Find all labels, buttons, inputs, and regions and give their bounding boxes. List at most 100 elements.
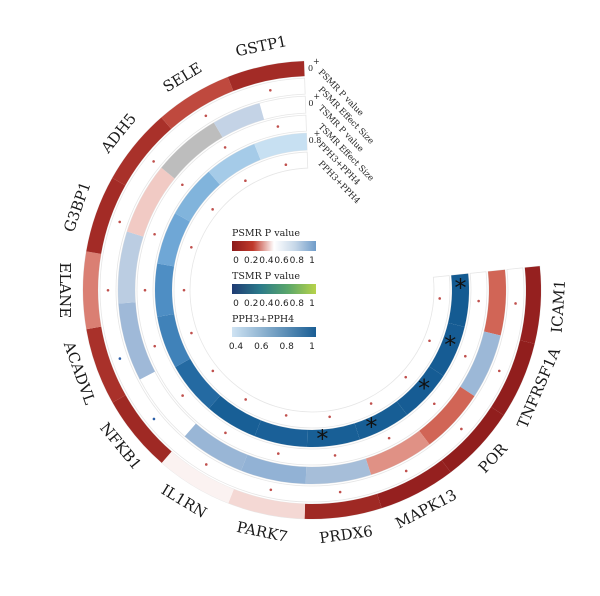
gene-label: PARK7 <box>235 518 289 546</box>
psmr-pvalue-cell <box>441 406 504 473</box>
effect-dot <box>181 394 184 397</box>
tsmr-pvalue-cell <box>484 269 507 336</box>
effect-dot <box>328 415 331 419</box>
tsmr-pvalue-cell <box>213 103 265 138</box>
effect-dot <box>432 402 436 406</box>
legend-tick: 0 <box>233 299 239 309</box>
effect-dot <box>404 469 408 473</box>
effect-dot <box>497 369 501 373</box>
psmr-pvalue-cell <box>227 61 305 91</box>
legend-tick: 0.8 <box>290 256 305 266</box>
legend-title: PSMR P value <box>232 228 300 239</box>
legend-tick: 1 <box>309 256 315 266</box>
pph-cell <box>306 423 360 448</box>
effect-dot <box>224 431 227 435</box>
ring-track-tsmrEff <box>136 114 488 466</box>
pph-cell <box>175 171 220 222</box>
legend-title: PPH3+PPH4 <box>232 314 294 325</box>
pph-cell <box>208 395 261 437</box>
psmr-pvalue-cell <box>161 77 234 129</box>
legend-colorbar <box>232 241 316 251</box>
tsmr-pvalue-cell <box>365 430 430 475</box>
effect-dot <box>211 369 215 373</box>
psmr-pvalue-cell <box>520 266 541 344</box>
pph-cell <box>157 313 191 368</box>
legend-tick: 0 <box>233 256 239 266</box>
tsmr-pvalue-cell <box>118 302 155 380</box>
effect-dot <box>269 89 272 92</box>
tsmr-pvalue-cell <box>419 386 475 445</box>
ring-track-pphEff <box>173 151 451 429</box>
effect-dot <box>276 452 280 455</box>
significance-star: * <box>316 425 328 453</box>
effect-dot <box>369 402 373 405</box>
pph-cell <box>208 143 261 185</box>
legend-tick: 1 <box>309 342 315 352</box>
pph-cell <box>157 213 190 267</box>
psmr-pvalue-cell <box>86 326 126 403</box>
significance-stars: * * * * * <box>316 274 466 453</box>
legend-tick: 0.8 <box>280 342 295 352</box>
effect-dot <box>269 488 273 492</box>
effect-dot <box>338 490 342 494</box>
effect-dot <box>438 297 442 300</box>
ring-tick-min: 0 <box>308 99 313 108</box>
effect-dot <box>464 354 467 358</box>
effect-dot <box>514 302 517 305</box>
effect-dot <box>477 299 480 303</box>
effect-dot <box>244 179 247 182</box>
effect-dot <box>106 288 110 292</box>
psmr-pvalue-cell <box>112 395 172 463</box>
tsmr-pvalue-cell <box>118 231 144 304</box>
effect-dot <box>190 331 193 335</box>
psmr-pvalue-cell <box>86 177 126 254</box>
psmr-pvalue-cell <box>83 251 102 330</box>
legend-colorbar <box>232 327 316 337</box>
effect-dot <box>284 414 288 417</box>
gene-label: GSTP1 <box>234 32 288 60</box>
psmr-pvalue-cell <box>377 460 451 509</box>
legend-colorbar <box>232 284 316 294</box>
effect-dot <box>118 357 122 360</box>
legend-title: TSMR P value <box>232 271 300 282</box>
effect-dot <box>190 245 193 249</box>
gene-label: ELANE <box>56 262 74 318</box>
pph-cell <box>354 401 408 440</box>
effect-dot <box>153 232 156 236</box>
tsmr-pvalue-cell <box>161 122 223 179</box>
psmr-pvalue-cell <box>491 340 535 416</box>
effect-dot <box>244 398 247 401</box>
legend-tick: 0.4 <box>229 342 244 352</box>
effect-dot <box>276 125 280 128</box>
effect-dot <box>460 427 463 431</box>
tsmr-pvalue-cell <box>460 331 501 397</box>
psmr-pvalue-cell <box>112 117 172 186</box>
effect-dot <box>333 454 337 457</box>
pph-cell <box>448 273 469 327</box>
legend-tick: 0.4 <box>259 299 274 309</box>
psmr-pvalue-cell <box>304 493 382 519</box>
effect-dot <box>211 208 214 211</box>
psmr-pvalue-cell <box>161 451 234 504</box>
effect-dot <box>181 183 184 187</box>
effect-dot <box>428 339 431 343</box>
rings-layer <box>82 60 542 520</box>
ring-tick-max: + <box>313 57 320 66</box>
tsmr-pvalue-cell <box>305 458 372 485</box>
significance-star: * <box>444 331 456 359</box>
pph-cell <box>175 358 221 409</box>
significance-star: * <box>418 374 430 402</box>
legend-tick: 0.2 <box>244 299 258 309</box>
gene-label: PRDX6 <box>318 522 374 547</box>
effect-dot <box>152 417 156 421</box>
pph-cell <box>254 133 308 160</box>
legend-tick: 1 <box>309 299 315 309</box>
effect-dot <box>204 463 208 466</box>
effect-dot <box>404 375 408 379</box>
legend-tick: 0.8 <box>290 299 305 309</box>
pph-cell <box>429 322 465 376</box>
effect-dot <box>152 160 155 163</box>
ring-track-psmrEff <box>99 77 525 503</box>
tsmr-pvalue-cell <box>241 454 307 484</box>
